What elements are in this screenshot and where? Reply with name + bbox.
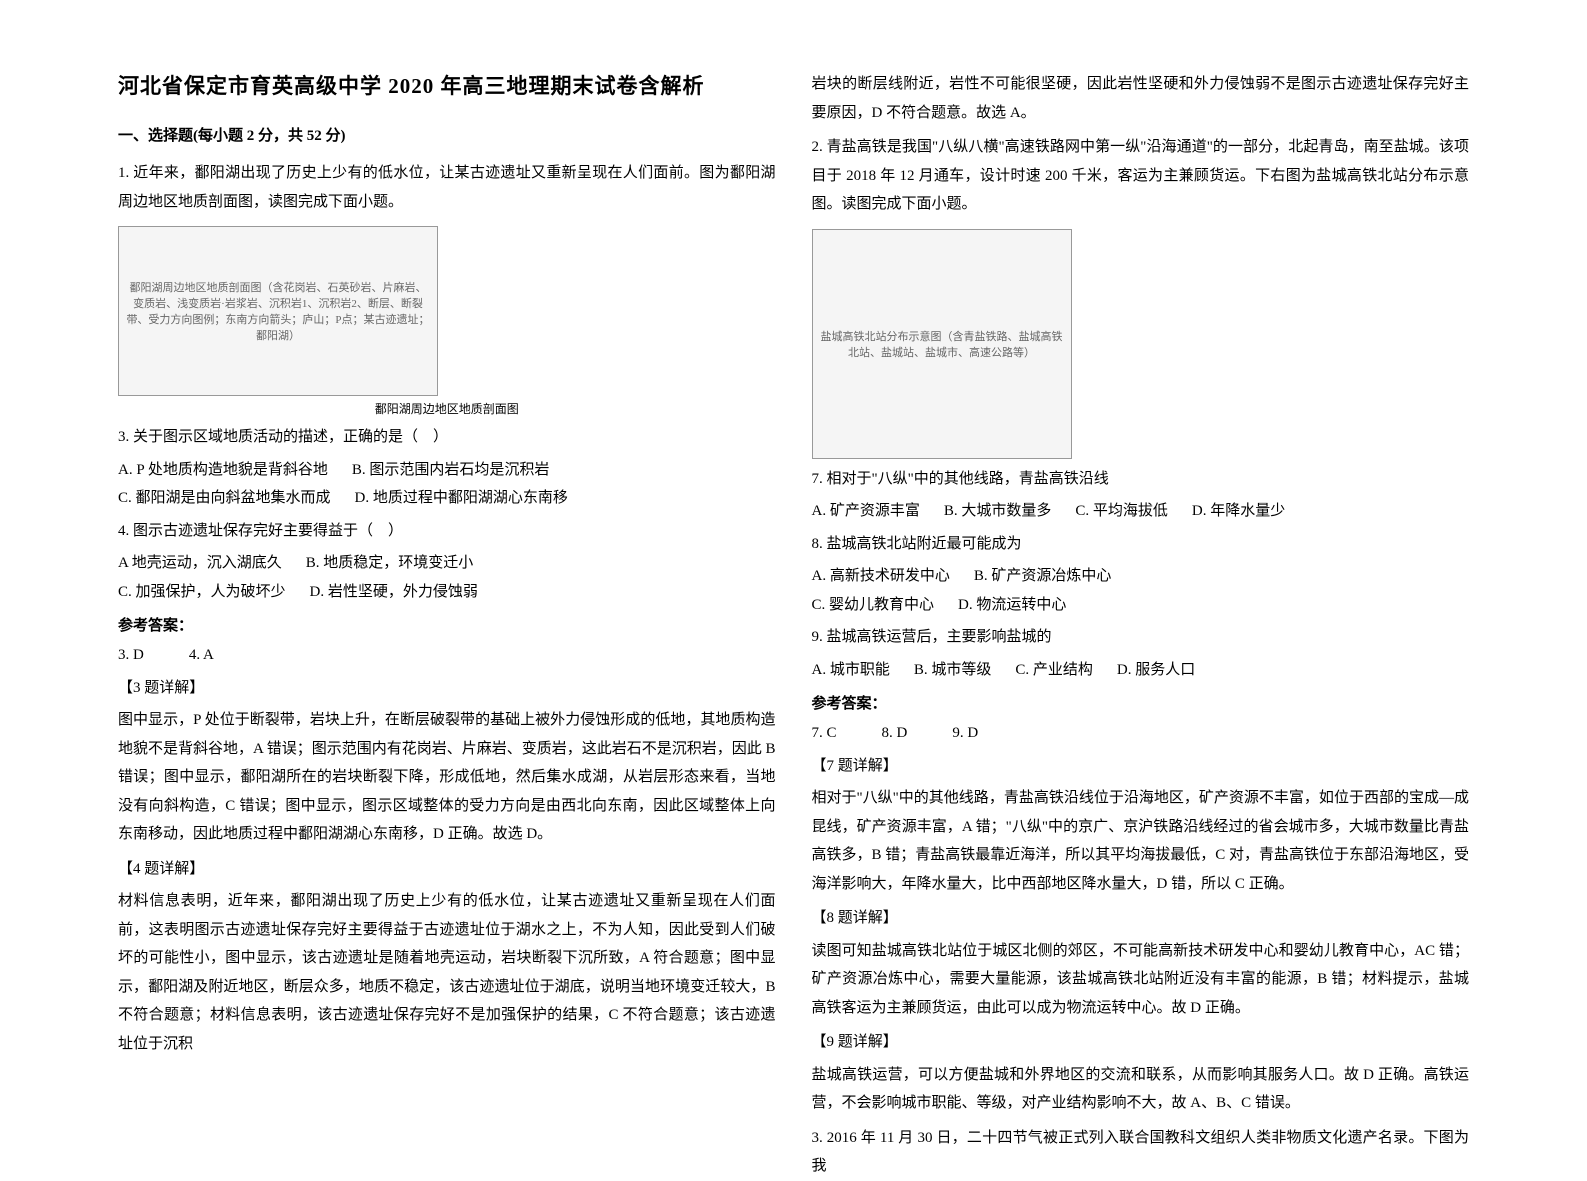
q7-opt-c: C. 平均海拔低 [1075, 497, 1168, 526]
q7-stem: 7. 相对于"八纵"中的其他线路，青盐高铁沿线 [812, 465, 1470, 494]
q8-opt-a: A. 高新技术研发中心 [812, 562, 950, 591]
e7-heading: 【7 题详解】 [812, 752, 1470, 781]
e7-body: 相对于"八纵"中的其他线路，青盐高铁沿线位于沿海地区，矿产资源不丰富，如位于西部… [812, 784, 1470, 898]
q7-opt-a: A. 矿产资源丰富 [812, 497, 920, 526]
q3-options: A. P 处地质构造地貌是背斜谷地 B. 图示范围内岩石均是沉积岩 C. 鄱阳湖… [118, 456, 776, 513]
q2-figure-image: 盐城高铁北站分布示意图（含青盐铁路、盐城高铁北站、盐城站、盐城市、高速公路等） [812, 229, 1072, 459]
q2-answer-heading: 参考答案： [812, 692, 1470, 713]
q3next-intro: 3. 2016 年 11 月 30 日，二十四节气被正式列入联合国教科文组织人类… [812, 1124, 1470, 1181]
q4-opt-b: B. 地质稳定，环境变迁小 [306, 549, 474, 578]
q4-opt-d: D. 岩性坚硬，外力侵蚀弱 [310, 578, 478, 607]
left-column: 河北省保定市育英高级中学 2020 年高三地理期末试卷含解析 一、选择题(每小题… [100, 70, 794, 1082]
q1-intro: 1. 近年来，鄱阳湖出现了历史上少有的低水位，让某古迹遗址又重新呈现在人们面前。… [118, 159, 776, 216]
q1-answer-heading: 参考答案： [118, 614, 776, 635]
e9-heading: 【9 题详解】 [812, 1028, 1470, 1057]
q9-opt-c: C. 产业结构 [1015, 656, 1093, 685]
e3-heading: 【3 题详解】 [118, 674, 776, 703]
q1-figure: 鄱阳湖周边地区地质剖面图（含花岗岩、石英砂岩、片麻岩、变质岩、浅变质岩·岩浆岩、… [118, 226, 776, 417]
q2-answer-line: 7. C 8. D 9. D [812, 719, 1470, 748]
q7-opt-d: D. 年降水量少 [1192, 497, 1285, 526]
right-column: 岩块的断层线附近，岩性不可能很坚硬，因此岩性坚硬和外力侵蚀弱不是图示古迹遗址保存… [794, 70, 1488, 1082]
e4-body: 材料信息表明，近年来，鄱阳湖出现了历史上少有的低水位，让某古迹遗址又重新呈现在人… [118, 887, 776, 1058]
q3-opt-b: B. 图示范围内岩石均是沉积岩 [352, 456, 550, 485]
e8-body: 读图可知盐城高铁北站位于城区北侧的郊区，不可能高新技术研发中心和婴幼儿教育中心，… [812, 937, 1470, 1023]
doc-title: 河北省保定市育英高级中学 2020 年高三地理期末试卷含解析 [118, 70, 776, 100]
q8-options: A. 高新技术研发中心 B. 矿产资源冶炼中心 C. 婴幼儿教育中心 D. 物流… [812, 562, 1470, 619]
q2-figure: 盐城高铁北站分布示意图（含青盐铁路、盐城高铁北站、盐城站、盐城市、高速公路等） [812, 229, 1470, 459]
q4-stem: 4. 图示古迹遗址保存完好主要得益于（ ） [118, 517, 776, 546]
q2-figure-desc: 盐城高铁北站分布示意图（含青盐铁路、盐城高铁北站、盐城站、盐城市、高速公路等） [813, 322, 1071, 366]
section1-heading: 一、选择题(每小题 2 分，共 52 分) [118, 124, 776, 145]
q9-options: A. 城市职能 B. 城市等级 C. 产业结构 D. 服务人口 [812, 656, 1470, 685]
q4-options: A 地壳运动，沉入湖底久 B. 地质稳定，环境变迁小 C. 加强保护，人为破坏少… [118, 549, 776, 606]
q9-opt-b: B. 城市等级 [914, 656, 992, 685]
q9-opt-a: A. 城市职能 [812, 656, 890, 685]
q3-opt-a: A. P 处地质构造地貌是背斜谷地 [118, 456, 328, 485]
q8-opt-d: D. 物流运转中心 [958, 591, 1066, 620]
q1-figure-image: 鄱阳湖周边地区地质剖面图（含花岗岩、石英砂岩、片麻岩、变质岩、浅变质岩·岩浆岩、… [118, 226, 438, 396]
q3-opt-d: D. 地质过程中鄱阳湖湖心东南移 [355, 484, 568, 513]
q3-stem: 3. 关于图示区域地质活动的描述，正确的是（ ） [118, 423, 776, 452]
q1-figure-caption: 鄱阳湖周边地区地质剖面图 [118, 400, 776, 417]
q1-figure-desc: 鄱阳湖周边地区地质剖面图（含花岗岩、石英砂岩、片麻岩、变质岩、浅变质岩·岩浆岩、… [119, 273, 437, 349]
q8-opt-c: C. 婴幼儿教育中心 [812, 591, 935, 620]
e4-heading: 【4 题详解】 [118, 855, 776, 884]
e4-cont: 岩块的断层线附近，岩性不可能很坚硬，因此岩性坚硬和外力侵蚀弱不是图示古迹遗址保存… [812, 70, 1470, 127]
q9-opt-d: D. 服务人口 [1117, 656, 1195, 685]
q1-answer-line: 3. D 4. A [118, 641, 776, 670]
e9-body: 盐城高铁运营，可以方便盐城和外界地区的交流和联系，从而影响其服务人口。故 D 正… [812, 1061, 1470, 1118]
q2-intro: 2. 青盐高铁是我国"八纵八横"高速铁路网中第一纵"沿海通道"的一部分，北起青岛… [812, 133, 1470, 219]
q8-opt-b: B. 矿产资源冶炼中心 [974, 562, 1112, 591]
e8-heading: 【8 题详解】 [812, 904, 1470, 933]
q4-opt-c: C. 加强保护，人为破坏少 [118, 578, 286, 607]
q7-options: A. 矿产资源丰富 B. 大城市数量多 C. 平均海拔低 D. 年降水量少 [812, 497, 1470, 526]
q3-opt-c: C. 鄱阳湖是由向斜盆地集水而成 [118, 484, 331, 513]
q7-opt-b: B. 大城市数量多 [944, 497, 1052, 526]
q8-stem: 8. 盐城高铁北站附近最可能成为 [812, 530, 1470, 559]
q4-opt-a: A 地壳运动，沉入湖底久 [118, 549, 282, 578]
q9-stem: 9. 盐城高铁运营后，主要影响盐城的 [812, 623, 1470, 652]
e3-body: 图中显示，P 处位于断裂带，岩块上升，在断层破裂带的基础上被外力侵蚀形成的低地，… [118, 706, 776, 849]
